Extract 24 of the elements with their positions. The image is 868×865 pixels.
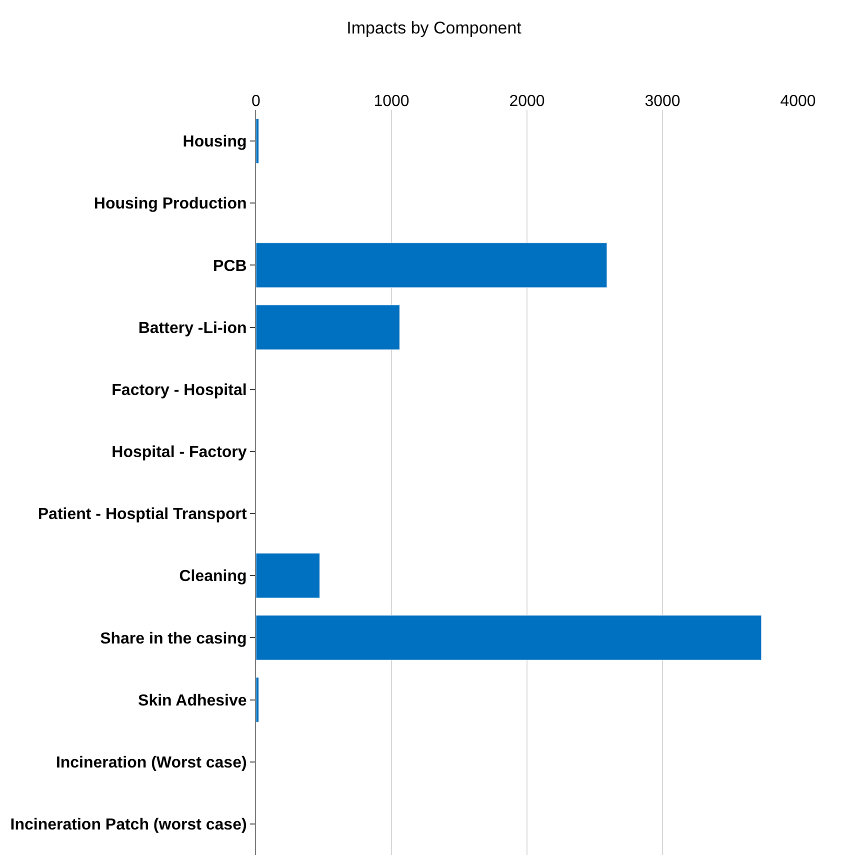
y-tick-label: Battery -Li-ion — [138, 320, 247, 337]
bar — [256, 242, 608, 288]
x-tick-label: 0 — [252, 92, 261, 110]
y-tick-label: Incineration Patch (worst case) — [10, 816, 247, 834]
y-tick-label: Skin Adhesive — [138, 692, 247, 710]
bar — [256, 553, 320, 598]
y-tick-label: Factory - Hospital — [112, 382, 247, 399]
x-tick-label: 3000 — [644, 92, 680, 110]
x-tick-label: 4000 — [780, 92, 816, 110]
bar — [256, 615, 762, 660]
y-tick-label: Share in the casing — [100, 630, 247, 648]
y-tick-label: Hospital - Factory — [112, 444, 247, 462]
bar — [256, 677, 259, 722]
y-tick-label: Incineration (Worst case) — [56, 754, 247, 772]
y-tick-label: Housing — [182, 134, 247, 151]
bar — [256, 304, 400, 350]
x-tick-label: 2000 — [509, 92, 545, 110]
chart-title: Impacts by Component — [346, 18, 522, 38]
bar — [256, 118, 259, 164]
y-tick-label: Housing Production — [94, 196, 247, 213]
y-tick-label: Patient - Hosptial Transport — [38, 506, 248, 524]
y-tick-label: PCB — [213, 258, 247, 275]
y-tick-label: Cleaning — [179, 568, 247, 586]
x-tick-label: 1000 — [374, 92, 410, 110]
